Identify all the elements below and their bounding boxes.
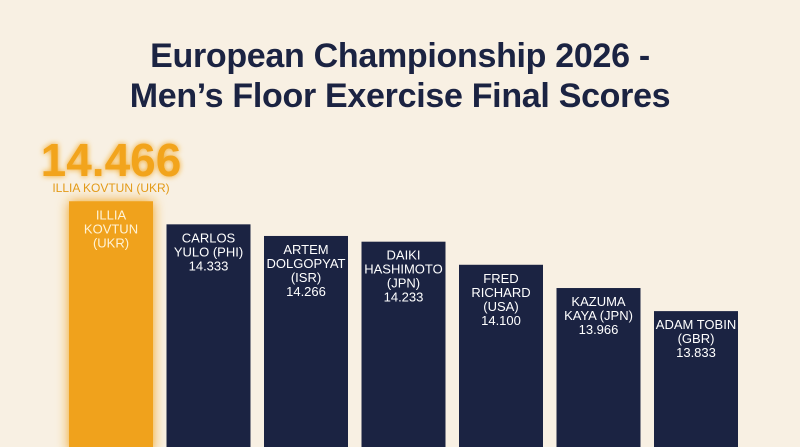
bar-label-1-line-2: 14.333 bbox=[189, 258, 229, 273]
bar-label-2-line-0: ARTEM bbox=[283, 242, 328, 257]
bar-label-4-line-3: 14.100 bbox=[481, 313, 521, 328]
bar-label-2-line-2: (ISR) bbox=[291, 270, 321, 285]
bar-5 bbox=[556, 288, 641, 447]
bar-label-5-line-0: KAZUMA bbox=[571, 294, 626, 309]
bar-label-4-line-2: (USA) bbox=[483, 299, 518, 314]
bar-0 bbox=[69, 201, 153, 447]
bar-label-3-line-3: 14.233 bbox=[384, 290, 424, 305]
bar-label-2-line-3: 14.266 bbox=[286, 284, 326, 299]
bar-4 bbox=[459, 264, 543, 447]
bar-label-0-line-1: KOVTUN bbox=[84, 221, 138, 236]
bar-label-4-line-0: FRED bbox=[483, 271, 518, 286]
bar-6 bbox=[654, 311, 738, 447]
bar-label-3-line-2: (JPN) bbox=[387, 276, 420, 291]
bar-label-3-line-0: DAIKI bbox=[387, 248, 421, 263]
highlight-name-label: ILLIA KOVTUN (UKR) bbox=[52, 181, 169, 195]
bar-label-5-line-1: KAYA (JPN) bbox=[564, 308, 633, 323]
bar-1 bbox=[166, 224, 251, 447]
highlight-value-label: 14.466 bbox=[41, 134, 182, 186]
bar-label-0-line-2: (UKR) bbox=[93, 235, 129, 250]
bar-label-6-line-2: 13.833 bbox=[676, 345, 716, 360]
bar-label-3-line-1: HASHIMOTO bbox=[364, 262, 443, 277]
bar-label-4-line-1: RICHARD bbox=[471, 285, 530, 300]
bar-label-1-line-1: YULO (PHI) bbox=[174, 244, 243, 259]
chart-title-line-2: Men’s Floor Exercise Final Scores bbox=[129, 77, 671, 115]
bar-label-5-line-2: 13.966 bbox=[579, 322, 619, 337]
chart-title-line-1: European Championship 2026 - bbox=[150, 37, 650, 75]
bars-group bbox=[69, 201, 738, 447]
bar-label-0-line-0: ILLIA bbox=[96, 207, 127, 222]
bar-label-6-line-1: (GBR) bbox=[678, 331, 715, 346]
bar-2 bbox=[264, 235, 348, 447]
bar-label-2-line-1: DOLGOPYAT bbox=[267, 256, 346, 271]
bar-label-1-line-0: CARLOS bbox=[182, 230, 236, 245]
bar-3 bbox=[361, 241, 446, 447]
bar-label-6-line-0: ADAM TOBIN bbox=[656, 317, 736, 332]
